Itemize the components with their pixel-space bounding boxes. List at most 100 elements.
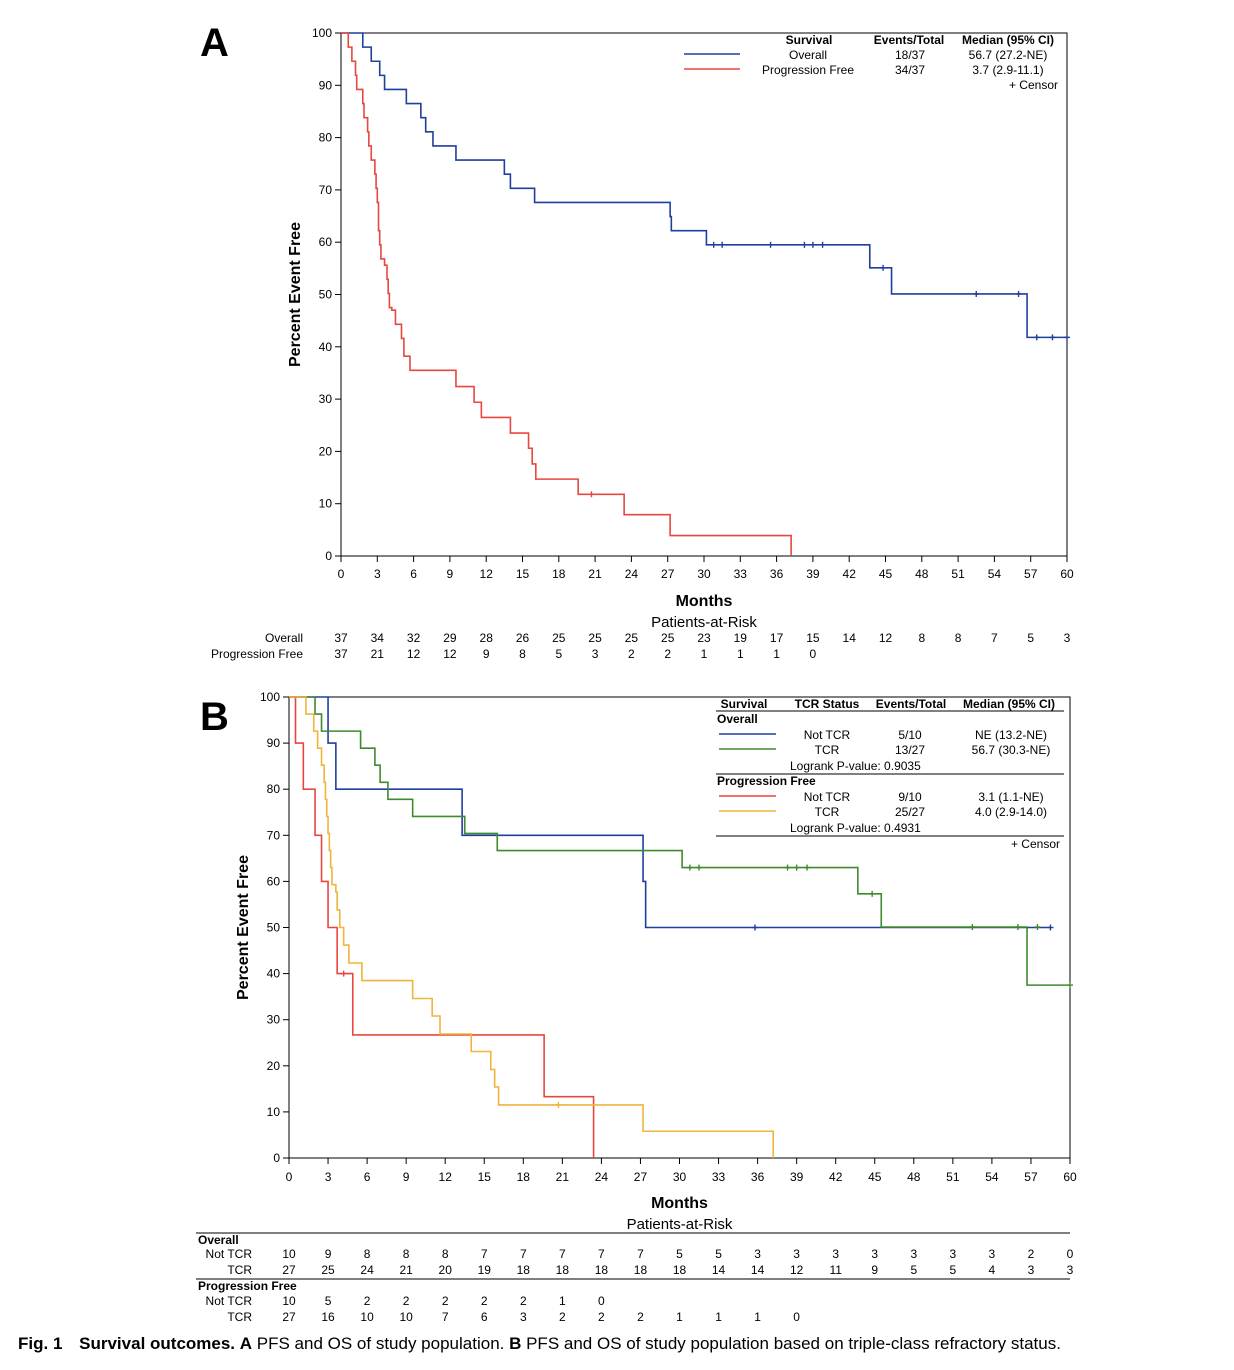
panel-b-letter: B [200, 695, 229, 739]
panel-a-risk-value: 2 [628, 647, 635, 661]
panel-a-legend-events: 34/37 [895, 63, 925, 77]
panel-b-y-tick-label: 40 [267, 967, 281, 981]
panel-b-risk-value: 1 [754, 1310, 761, 1324]
panel-a-risk-value: 1 [737, 647, 744, 661]
panel-b-y-axis-label: Percent Event Free [235, 855, 252, 1000]
caption-b-letter: B [509, 1334, 522, 1353]
panel-a-risk-value: 8 [955, 631, 962, 645]
panel-b-risk-value: 0 [793, 1310, 800, 1324]
panel-a-risk-value: 12 [879, 631, 893, 645]
panel-b-risk-value: 2 [637, 1310, 644, 1324]
panel-b-legend-logrank: Logrank P-value: 0.4931 [790, 821, 921, 835]
panel-a-risk-value: 25 [661, 631, 675, 645]
panel-b-risk-value: 2 [559, 1310, 566, 1324]
panel-b-x-tick-label: 27 [634, 1170, 648, 1184]
panel-a-letter: A [200, 21, 229, 65]
panel-a-x-tick-label: 6 [410, 567, 417, 581]
panel-b-risk-value: 3 [989, 1247, 996, 1261]
caption-label: Fig. 1 [18, 1334, 63, 1353]
panel-a-risk-value: 0 [810, 647, 817, 661]
panel-b-risk-value: 24 [360, 1263, 374, 1277]
panel-b-legend-median: 4.0 (2.9-14.0) [975, 805, 1047, 819]
panel-a-x-tick-label: 54 [988, 567, 1002, 581]
panel-a-risk-value: 1 [701, 647, 708, 661]
panel-a-x-tick-label: 60 [1060, 567, 1074, 581]
panel-b-x-tick-label: 21 [556, 1170, 570, 1184]
panel-b-y-tick-label: 100 [260, 690, 280, 704]
panel-b-risk-value: 18 [634, 1263, 648, 1277]
panel-b-y-tick-label: 10 [267, 1105, 281, 1119]
panel-b-y-tick-label: 70 [267, 828, 281, 842]
panel-b-legend-group-overall: Overall [717, 712, 758, 726]
panel-a-y-tick-label: 70 [319, 183, 333, 197]
panel-a-x-tick-label: 42 [843, 567, 857, 581]
panel-b-risk-value: 4 [989, 1263, 996, 1277]
panel-b-risk-value: 2 [403, 1294, 410, 1308]
panel-b-risk-value: 1 [676, 1310, 683, 1324]
panel-a-x-tick-label: 36 [770, 567, 784, 581]
panel-b-risk-value: 2 [1028, 1247, 1035, 1261]
panel-b-risk-value: 18 [556, 1263, 570, 1277]
panel-a-risk-title: Patients-at-Risk [651, 614, 757, 631]
panel-b-risk-row-label: Not TCR [206, 1294, 253, 1308]
panel-b-risk-value: 3 [832, 1247, 839, 1261]
panel-b-legend-median: 3.1 (1.1-NE) [978, 790, 1043, 804]
panel-b-risk-value: 7 [442, 1310, 449, 1324]
panel-a-legend-name: Overall [789, 48, 827, 62]
panel-b-legend-median: NE (13.2-NE) [975, 728, 1047, 742]
panel-a-legend-events: 18/37 [895, 48, 925, 62]
panel-b-risk-value: 6 [481, 1310, 488, 1324]
panel-b-series-progression-free-not-tcr-line [289, 696, 595, 1158]
panel-a-risk-value: 26 [516, 631, 530, 645]
panel-a-series-progression-free-line [341, 32, 792, 556]
panel-a-risk-value: 37 [334, 631, 348, 645]
panel-b-risk-row-label: TCR [227, 1310, 252, 1324]
panel-b-risk-value: 10 [399, 1310, 413, 1324]
panel-b-risk-row-label: TCR [227, 1263, 252, 1277]
panel-a-y-tick-label: 0 [325, 549, 332, 563]
panel-b-risk-group-title: Progression Free [198, 1279, 297, 1293]
panel-a-x-tick-label: 12 [480, 567, 494, 581]
panel-b-risk-value: 2 [442, 1294, 449, 1308]
panel-b-risk-value: 18 [673, 1263, 687, 1277]
panel-a-legend-header-median: Median (95% CI) [962, 33, 1054, 47]
panel-a-risk-row-label: Overall [265, 631, 303, 645]
panel-b-x-axis-label: Months [651, 1195, 708, 1212]
panel-b-risk-value: 8 [364, 1247, 371, 1261]
panel-a-risk-value: 28 [480, 631, 494, 645]
panel-b-risk-value: 25 [321, 1263, 335, 1277]
panel-b-risk-value: 5 [950, 1263, 957, 1277]
caption-a-letter: A [239, 1334, 253, 1353]
panel-b-risk-row-label: Not TCR [206, 1247, 253, 1261]
panel-b-y-tick-label: 50 [267, 921, 281, 935]
panel-b-risk-value: 8 [442, 1247, 449, 1261]
panel-b-x-tick-label: 15 [478, 1170, 492, 1184]
panel-b-x-tick-label: 39 [790, 1170, 804, 1184]
panel-a-risk-value: 25 [588, 631, 602, 645]
panel-b-y-tick-label: 90 [267, 736, 281, 750]
panel-b-risk-value: 7 [637, 1247, 644, 1261]
panel-b-risk-value: 5 [715, 1247, 722, 1261]
panel-a-x-tick-label: 33 [734, 567, 748, 581]
panel-a-x-axis-label: Months [676, 593, 733, 610]
caption-a-text: PFS and OS of study population. [252, 1334, 510, 1353]
panel-a-x-tick-label: 18 [552, 567, 566, 581]
panel-b-risk-value: 3 [1067, 1263, 1074, 1277]
panel-b-legend-group-progression-free: Progression Free [717, 774, 816, 788]
panel-b-risk-group-title: Overall [198, 1233, 239, 1247]
panel-b-x-tick-label: 54 [985, 1170, 999, 1184]
panel-a-legend-median: 3.7 (2.9-11.1) [972, 63, 1043, 77]
panel-a-y-tick-label: 60 [319, 235, 333, 249]
panel-b-risk-value: 1 [559, 1294, 566, 1308]
panel-b-y-tick-label: 80 [267, 782, 281, 796]
panel-b-risk-value: 7 [481, 1247, 488, 1261]
panel-b-risk-value: 18 [517, 1263, 531, 1277]
panel-a-risk-value: 2 [664, 647, 671, 661]
panel-a-x-tick-label: 45 [879, 567, 893, 581]
panel-b-x-tick-label: 18 [517, 1170, 531, 1184]
panel-a-y-tick-label: 80 [319, 131, 333, 145]
panel-b-risk-value: 19 [478, 1263, 492, 1277]
panel-a-risk-value: 23 [697, 631, 711, 645]
panel-b-risk-value: 3 [793, 1247, 800, 1261]
panel-b-series-progression-free-tcr-line [289, 696, 775, 1158]
